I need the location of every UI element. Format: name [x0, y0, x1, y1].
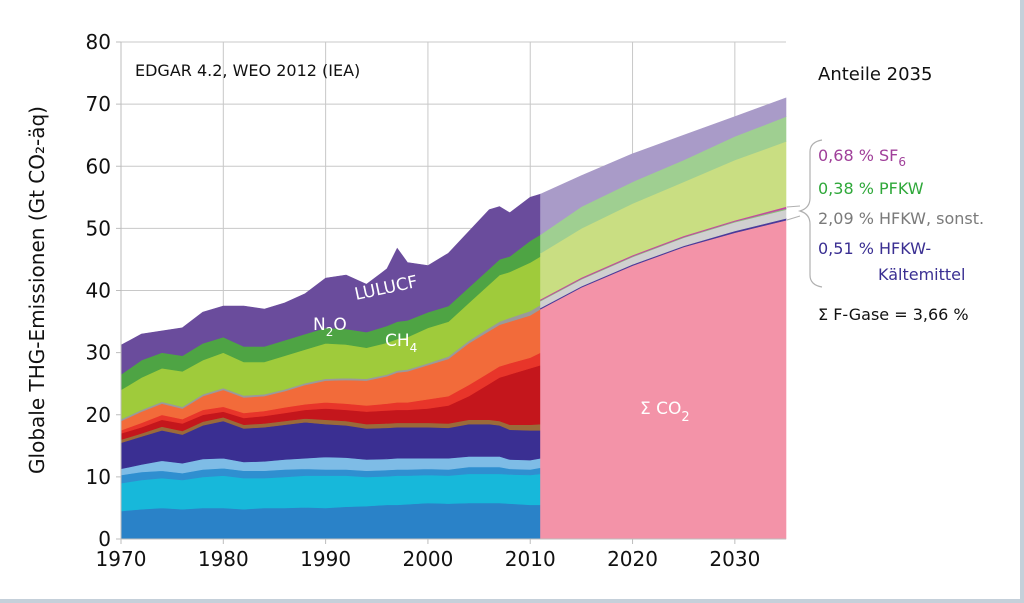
x-tick-label: 1980: [198, 547, 249, 571]
legend-total: Σ F-Gase = 3,66 %: [818, 305, 969, 324]
legend-item: 2,09 % HFKW, sonst.: [818, 209, 984, 228]
x-tick-label: 1970: [96, 547, 147, 571]
y-tick-label: 60: [86, 154, 111, 178]
y-tick-label: 50: [86, 216, 111, 240]
y-axis-label: Globale THG-Emissionen (Gt CO₂-äq): [25, 106, 49, 474]
x-tick-label: 2030: [709, 547, 760, 571]
legend-items: 0,68 % SF6 0,38 % PFKW 2,09 % HFKW, sonst.…: [818, 146, 984, 284]
y-tick-label: 30: [86, 341, 111, 365]
legend-item: Kältemittel: [878, 265, 965, 284]
legend-brace: [797, 139, 823, 288]
x-tick-label: 2010: [505, 547, 556, 571]
legend-connector: [786, 205, 801, 221]
y-tick-label: 10: [86, 465, 111, 489]
stacked-areas: [120, 97, 787, 540]
y-tick-label: 20: [86, 403, 111, 427]
label-ch4: CH4: [385, 331, 417, 355]
y-tick-label: 0: [98, 527, 111, 551]
label-co2: Σ CO2: [640, 399, 690, 425]
x-tick-label: 2020: [607, 547, 658, 571]
y-tick-label: 80: [86, 30, 111, 54]
x-tick-label: 1990: [300, 547, 351, 571]
legend-title: Anteile 2035: [818, 64, 932, 85]
label-n2o: N2O: [313, 315, 347, 339]
x-tick-label: 2000: [402, 547, 453, 571]
y-tick-label: 70: [86, 92, 111, 116]
projection-area-lulucf: [540, 97, 787, 236]
legend-item: 0,38 % PFKW: [818, 179, 924, 198]
source-note: EDGAR 4.2, WEO 2012 (IEA): [135, 61, 360, 80]
legend-item: 0,51 % HFKW-: [818, 239, 931, 258]
axes: [116, 41, 786, 544]
legend-item: 0,68 % SF6: [818, 146, 906, 169]
y-tick-label: 40: [86, 279, 111, 303]
